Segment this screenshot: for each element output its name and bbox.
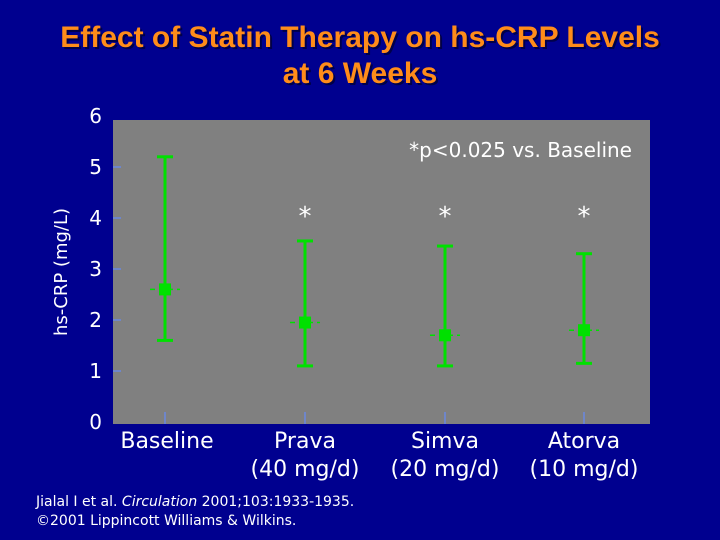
x-category-label: Baseline bbox=[120, 429, 213, 454]
x-category-sublabel: (40 mg/d) bbox=[251, 457, 360, 482]
x-category-sublabel: (10 mg/d) bbox=[530, 457, 639, 482]
chart-title: Effect of Statin Therapy on hs-CRP Level… bbox=[0, 20, 720, 92]
significance-marker: * bbox=[299, 202, 312, 232]
citation: Jialal I et al. Circulation 2001;103:193… bbox=[36, 493, 354, 531]
series-hs-crp: * * * bbox=[150, 155, 599, 368]
x-category-sublabel: (20 mg/d) bbox=[391, 457, 500, 482]
y-tick-label: 4 bbox=[89, 206, 102, 230]
citation-line-2: ©2001 Lippincott Williams & Wilkins. bbox=[36, 513, 297, 529]
mean-point bbox=[159, 283, 171, 296]
y-tick-label: 5 bbox=[89, 155, 102, 179]
significance-marker: * bbox=[439, 202, 452, 232]
y-axis-label: hs-CRP (mg/L) bbox=[51, 208, 72, 336]
chart-title-line-2: at 6 Weeks bbox=[282, 57, 438, 90]
y-tick-label: 0 bbox=[89, 410, 102, 434]
y-tick-label: 3 bbox=[89, 257, 102, 281]
significance-annotation: *p<0.025 vs. Baseline bbox=[409, 138, 632, 162]
x-category-label: Atorva bbox=[548, 429, 620, 454]
citation-reference: 2001;103:1933-1935. bbox=[197, 494, 355, 510]
y-tick-label: 1 bbox=[89, 359, 102, 383]
y-axis: 0 1 2 3 4 5 6 bbox=[89, 104, 121, 434]
citation-journal: Circulation bbox=[121, 494, 198, 510]
citation-authors: Jialal I et al. bbox=[36, 494, 122, 510]
x-category-label: Simva bbox=[411, 429, 479, 454]
mean-point bbox=[439, 329, 451, 342]
x-category-label: Prava bbox=[274, 429, 336, 454]
y-tick-label: 2 bbox=[89, 308, 102, 332]
mean-point bbox=[299, 316, 311, 329]
x-axis: Baseline Prava (40 mg/d) Simva (20 mg/d) Ator… bbox=[120, 412, 638, 482]
plot-area bbox=[113, 120, 650, 424]
significance-marker: * bbox=[578, 202, 591, 232]
citation-line-1: Jialal I et al. Circulation 2001;103:193… bbox=[36, 493, 354, 512]
y-tick-label: 6 bbox=[89, 104, 102, 128]
mean-point bbox=[578, 324, 590, 337]
chart-title-line-1: Effect of Statin Therapy on hs-CRP Level… bbox=[60, 21, 660, 54]
